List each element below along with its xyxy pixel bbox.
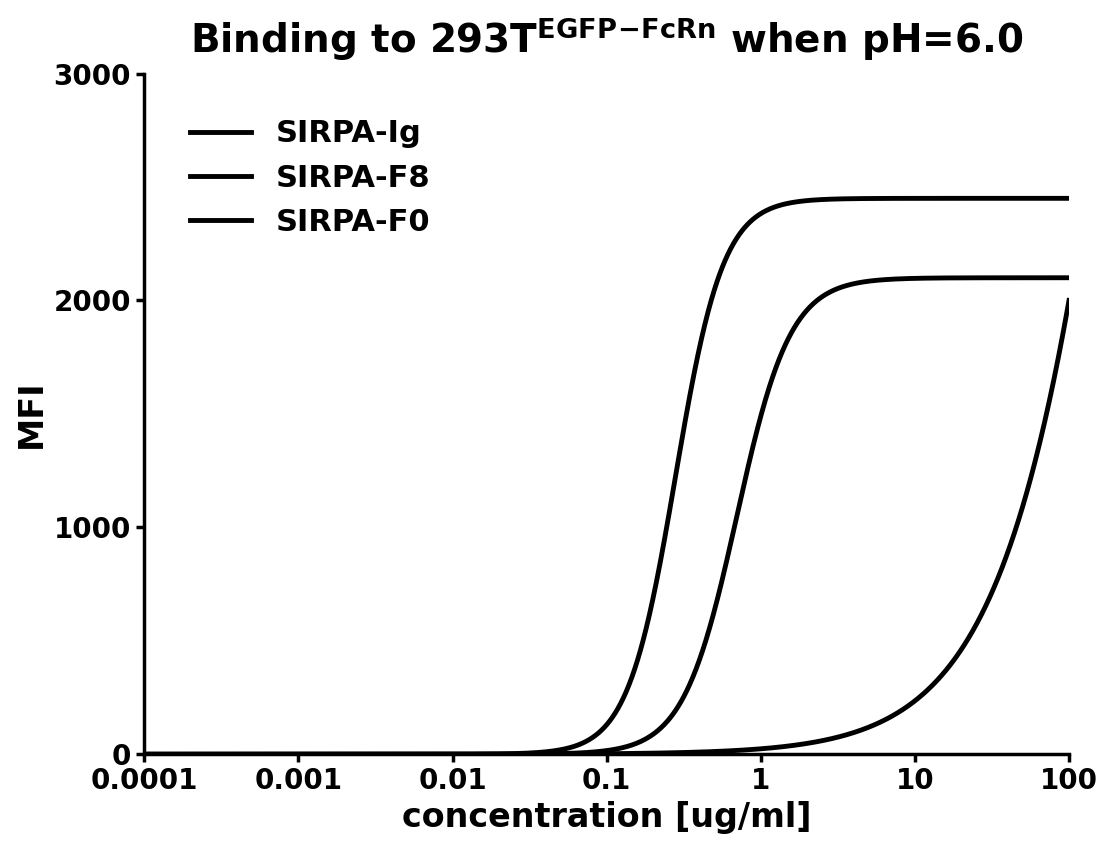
SIRPA-Ig — [185, 749, 198, 759]
SIRPA-F8 — [1062, 273, 1075, 283]
SIRPA-Ig — [866, 194, 879, 204]
SIRPA-Ig — [138, 749, 151, 759]
SIRPA-F0 — [185, 749, 198, 759]
SIRPA-F8 — [138, 749, 151, 759]
X-axis label: concentration [ug/ml]: concentration [ug/ml] — [402, 801, 811, 834]
SIRPA-Ig — [563, 743, 577, 753]
SIRPA-F0 — [1035, 430, 1048, 440]
SIRPA-F8 — [866, 276, 879, 286]
Line: SIRPA-F0: SIRPA-F0 — [145, 301, 1068, 754]
SIRPA-F0 — [1035, 428, 1048, 438]
SIRPA-Ig — [1062, 194, 1075, 204]
SIRPA-F0 — [866, 721, 879, 731]
SIRPA-F8 — [1035, 273, 1048, 283]
Title: Binding to 293T$^{\mathbf{EGFP\!-\!FcRn}}$ when pH=6.0: Binding to 293T$^{\mathbf{EGFP\!-\!FcRn}… — [190, 15, 1023, 63]
SIRPA-Ig — [588, 732, 601, 742]
SIRPA-F0 — [138, 749, 151, 759]
SIRPA-F8 — [588, 747, 601, 757]
SIRPA-Ig — [1035, 194, 1048, 204]
SIRPA-F0 — [1062, 295, 1075, 306]
Legend: SIRPA-Ig, SIRPA-F8, SIRPA-F0: SIRPA-Ig, SIRPA-F8, SIRPA-F0 — [159, 89, 461, 267]
SIRPA-Ig — [1035, 194, 1048, 204]
SIRPA-F8 — [185, 749, 198, 759]
SIRPA-F0 — [563, 749, 577, 759]
Line: SIRPA-F8: SIRPA-F8 — [145, 278, 1068, 754]
Y-axis label: MFI: MFI — [14, 380, 48, 448]
SIRPA-F8 — [1035, 273, 1048, 283]
SIRPA-F8 — [563, 748, 577, 758]
Line: SIRPA-Ig: SIRPA-Ig — [145, 199, 1068, 754]
SIRPA-F0 — [588, 749, 601, 759]
